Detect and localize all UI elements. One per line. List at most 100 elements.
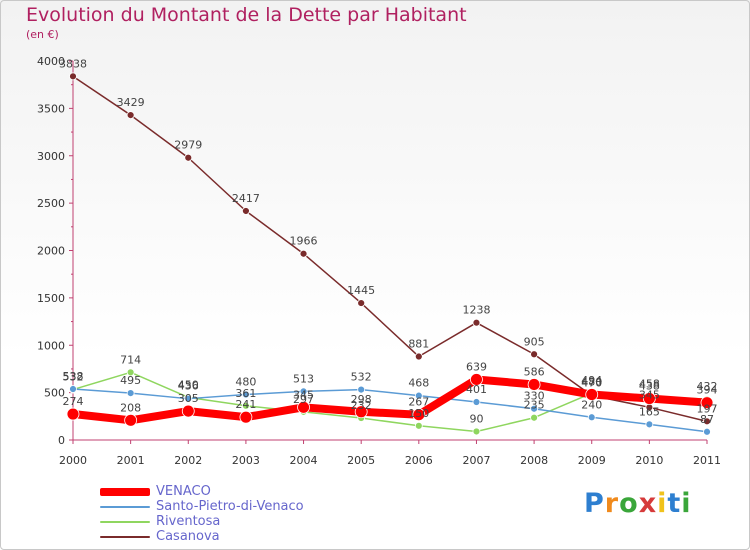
data-label-venaco: 267 (408, 396, 429, 409)
data-point-santo-pietro-di-venaco (587, 413, 596, 422)
logo-letter: r (604, 488, 620, 519)
x-tick-label: 2006 (405, 454, 433, 467)
data-point-casanova (184, 153, 193, 162)
series-layer (66, 72, 714, 436)
legend-swatch (100, 520, 150, 523)
data-point-venaco (354, 405, 368, 419)
data-label-casanova: 905 (524, 335, 545, 348)
data-point-venaco (642, 392, 656, 405)
data-point-venaco (585, 388, 599, 401)
data-point-santo-pietro-di-venaco (703, 427, 711, 436)
data-point-venaco (124, 413, 138, 427)
legend-swatch (100, 505, 150, 508)
data-label-riventosa: 432 (697, 380, 718, 393)
data-label-riventosa: 450 (178, 378, 199, 391)
logo-letter: t (667, 488, 682, 519)
data-point-riventosa (472, 427, 481, 436)
data-point-santo-pietro-di-venaco (126, 389, 135, 397)
y-tick-label: 1000 (37, 339, 65, 352)
data-label-santo-pietro-di-venaco: 87 (700, 413, 714, 426)
line-chart: 0 500 1000 1500 2000 2500 3000 3500 4000 2000 2001… (37, 55, 721, 467)
data-label-venaco: 298 (351, 393, 372, 406)
data-label-santo-pietro-di-venaco: 480 (235, 376, 256, 389)
data-label-santo-pietro-di-venaco: 538 (63, 370, 84, 383)
legend: VENACO Santo-Pietro-di-Venaco Riventosa Cas… (100, 484, 304, 544)
data-label-santo-pietro-di-venaco: 330 (524, 390, 545, 403)
logo-letter: i (681, 488, 692, 519)
legend-label: VENACO (156, 484, 211, 499)
data-point-venaco (700, 396, 714, 410)
data-label-venaco: 639 (466, 360, 487, 373)
data-label-casanova: 1966 (290, 235, 318, 248)
data-label-riventosa: 235 (524, 399, 545, 412)
x-tick-label: 2008 (520, 454, 548, 467)
legend-item-venaco: VENACO (100, 484, 304, 499)
logo-letter: P (584, 488, 605, 519)
data-point-casanova (357, 299, 366, 307)
data-point-santo-pietro-di-venaco (645, 420, 654, 429)
data-point-riventosa (242, 401, 250, 410)
data-labels-layer: 274 208 305 241 345 298 267 639 586 480 438 394 538 4… (59, 57, 718, 425)
data-label-riventosa: 714 (120, 353, 141, 366)
data-label-casanova: 881 (408, 338, 429, 351)
data-label-santo-pietro-di-venaco: 468 (408, 377, 429, 390)
x-tick-label: 2010 (635, 454, 663, 467)
data-point-riventosa (414, 421, 423, 430)
x-tick-label: 2000 (59, 454, 87, 467)
data-label-casanova: 1445 (347, 284, 375, 297)
data-label-venaco: 345 (293, 388, 314, 401)
data-label-riventosa: 90 (469, 412, 483, 425)
data-point-venaco (527, 378, 541, 391)
data-label-riventosa: 532 (63, 371, 84, 384)
y-tick-label: 2000 (37, 245, 65, 258)
legend-label: Riventosa (156, 514, 221, 529)
series-line-santo-pietro-di-venaco (72, 388, 708, 433)
data-point-venaco (239, 410, 253, 424)
data-label-santo-pietro-di-venaco: 532 (351, 371, 372, 384)
data-label-casanova: 3429 (117, 96, 145, 109)
data-label-venaco: 480 (581, 376, 602, 389)
data-label-venaco: 274 (63, 395, 84, 408)
data-point-venaco (297, 400, 310, 414)
data-point-santo-pietro-di-venaco (69, 385, 77, 393)
data-label-santo-pietro-di-venaco: 436 (178, 380, 199, 393)
data-point-santo-pietro-di-venaco (242, 390, 250, 399)
data-label-riventosa: 232 (351, 399, 372, 412)
data-label-venaco: 586 (524, 365, 545, 378)
data-point-casanova (530, 350, 538, 359)
data-label-venaco: 241 (235, 398, 256, 411)
data-label-riventosa: 494 (581, 374, 602, 387)
x-tick-label: 2001 (117, 454, 145, 467)
x-tick-label: 2009 (578, 454, 606, 467)
data-point-santo-pietro-di-venaco (414, 391, 423, 400)
chart-title: Evolution du Montant de la Dette par Hab… (26, 4, 467, 26)
legend-swatch (100, 487, 150, 496)
data-label-casanova: 345 (639, 388, 660, 401)
data-point-casanova (414, 352, 423, 361)
data-label-casanova: 1238 (462, 304, 490, 317)
legend-label: Casanova (156, 529, 220, 544)
data-label-venaco: 208 (120, 401, 141, 414)
data-point-santo-pietro-di-venaco (357, 385, 366, 394)
legend-swatch (100, 535, 150, 538)
data-label-venaco: 394 (697, 384, 718, 397)
data-label-santo-pietro-di-venaco: 165 (639, 405, 660, 418)
data-point-santo-pietro-di-venaco (184, 394, 193, 403)
data-point-casanova (703, 417, 711, 426)
legend-item-riventosa: Riventosa (100, 514, 304, 529)
data-label-santo-pietro-di-venaco: 401 (466, 383, 487, 396)
data-label-riventosa: 297 (293, 393, 314, 406)
chart-subtitle: (en €) (26, 28, 59, 41)
logo-letter: i (657, 488, 668, 519)
y-tick-label: 0 (58, 434, 65, 447)
data-point-riventosa (530, 413, 538, 422)
data-point-casanova (242, 207, 250, 215)
data-point-casanova (69, 72, 77, 81)
proxiti-logo: Proxiti (584, 488, 692, 519)
x-tick-label: 2002 (174, 454, 202, 467)
data-label-casanova: 2417 (232, 192, 260, 205)
data-label-casanova: 2979 (174, 139, 202, 152)
data-label-riventosa: 150 (408, 407, 429, 420)
data-label-riventosa: 361 (235, 387, 256, 400)
